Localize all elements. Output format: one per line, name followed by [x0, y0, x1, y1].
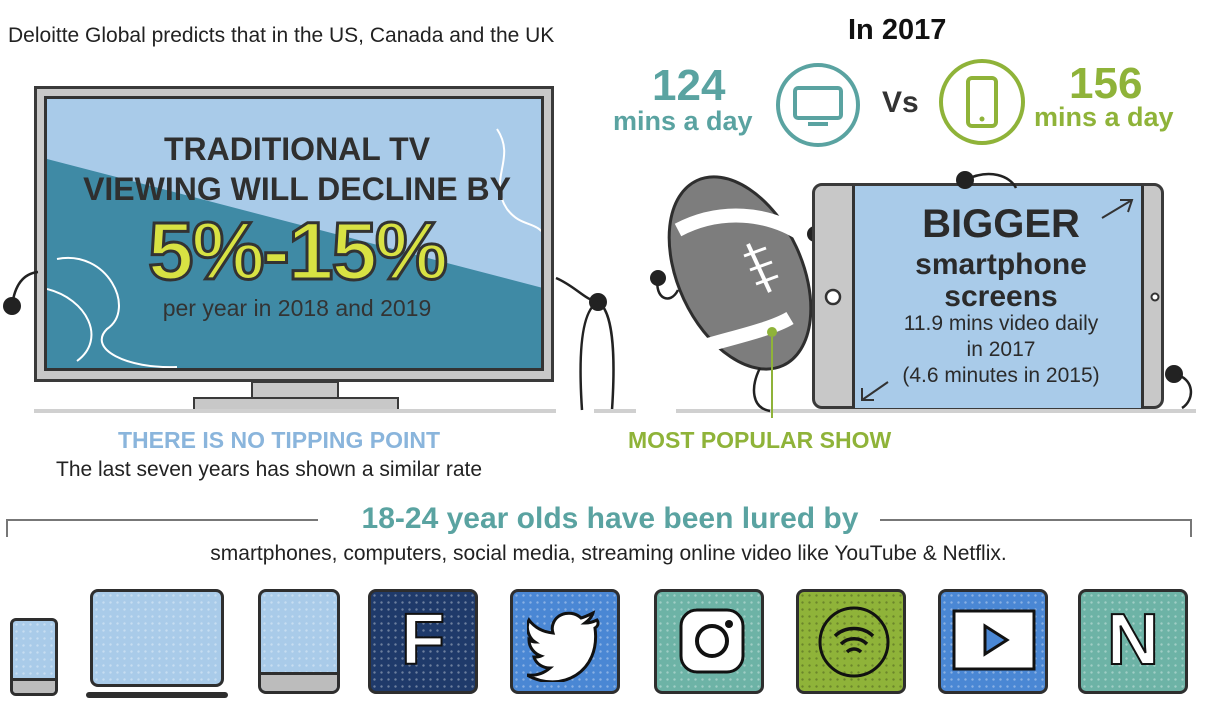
lured-heading: 18-24 year olds have been lured by: [361, 502, 859, 535]
phone-screen: BIGGER smartphone screens 11.9 mins vide…: [852, 186, 1144, 408]
twitter-tile: [510, 589, 620, 694]
laptop-tile: [90, 589, 224, 687]
divider-left-tick: [6, 519, 8, 537]
decline-percentage: 5%-15%: [147, 206, 450, 297]
tv-minutes-unit: mins a day: [613, 106, 753, 136]
laptop-base: [86, 692, 228, 698]
vs-label: Vs: [882, 86, 919, 119]
smartphone-tile: [10, 618, 58, 696]
divider-right-tick: [1190, 519, 1192, 537]
phone-headline-line1: BIGGER: [922, 202, 1080, 246]
facebook-tile: F: [368, 589, 478, 694]
intro-text: Deloitte Global predicts that in the US,…: [8, 24, 555, 47]
smartphone-stat-icon: [939, 59, 1025, 145]
instagram-camera-icon: [679, 608, 745, 674]
facebook-letter: F: [400, 600, 446, 680]
football-icon: [650, 175, 823, 418]
wifi-tile: [796, 589, 906, 694]
tv-icon: [776, 63, 860, 147]
last-seven-years-text: The last seven years has shown a similar…: [56, 458, 483, 481]
netflix-tile: N: [1078, 589, 1188, 694]
wifi-signal-icon: [818, 606, 890, 678]
phone-stat-line1: 11.9 mins video daily: [903, 312, 1099, 335]
phone-minutes-value: 156: [1069, 59, 1143, 108]
phone-headline-line2: smartphone: [915, 248, 1087, 281]
phone-headline-line3: screens: [944, 280, 1058, 313]
tv-minutes-value: 124: [652, 61, 726, 110]
tv-headline-line2: VIEWING WILL DECLINE BY: [83, 171, 511, 207]
phone-stat-line2: in 2017: [966, 338, 1036, 361]
tablet-tile-base: [261, 672, 337, 691]
tv-stand-and-cables: [3, 270, 636, 413]
tv-screen: TRADITIONAL TV VIEWING WILL DECLINE BY 5…: [44, 96, 544, 371]
lured-subtext: smartphones, computers, social media, st…: [210, 542, 1007, 565]
phone-minutes-unit: mins a day: [1034, 102, 1174, 132]
decline-period: per year in 2018 and 2019: [162, 295, 432, 321]
tv-headline-line1: TRADITIONAL TV: [163, 131, 431, 167]
instagram-tile: [654, 589, 764, 694]
no-tipping-heading: THERE IS NO TIPPING POINT: [118, 427, 441, 453]
phone-stat-line3: (4.6 minutes in 2015): [902, 364, 1100, 387]
divider-left: [6, 519, 318, 521]
youtube-tile: [938, 589, 1048, 694]
phone-details: [810, 171, 1196, 413]
smartphone-tile-base: [13, 678, 55, 693]
year-heading: In 2017: [848, 14, 947, 46]
twitter-bird-icon: [527, 610, 600, 682]
divider-right: [880, 519, 1192, 521]
netflix-letter: N: [1106, 600, 1160, 680]
tv-screen-background: [47, 128, 541, 368]
tablet-tile: [258, 589, 340, 694]
play-icon: [952, 609, 1036, 671]
most-popular-label: MOST POPULAR SHOW: [628, 427, 892, 453]
